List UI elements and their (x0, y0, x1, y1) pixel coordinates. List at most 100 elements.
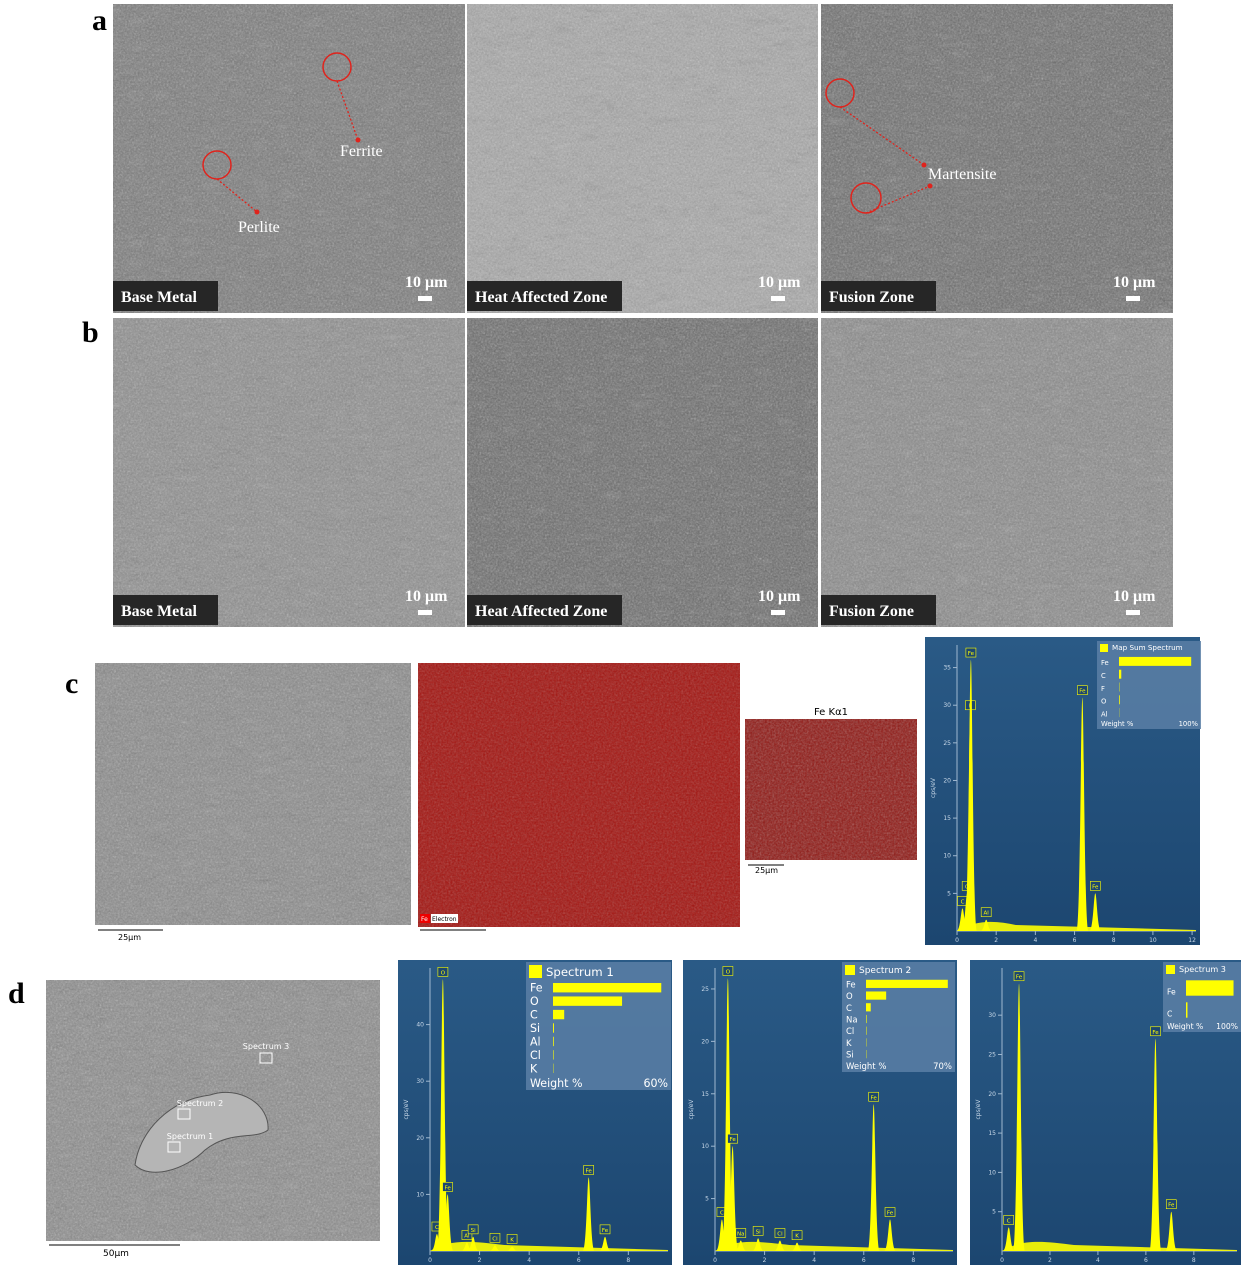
texture (95, 663, 411, 925)
weight-bar (866, 991, 886, 999)
scale-label: 10 μm (405, 588, 448, 605)
element-label: Cl (530, 1049, 541, 1062)
scale-bar (1126, 296, 1140, 301)
peak-label: K (510, 1237, 514, 1243)
element-label: C (846, 1004, 852, 1014)
y-tick-label: 40 (416, 1022, 424, 1029)
peak-label: Fe (586, 1168, 593, 1174)
element-label: Fe (846, 980, 856, 990)
region-label: Spectrum 3 (243, 1042, 289, 1051)
peak-label: Fe (729, 1137, 736, 1143)
axis-label: cps/eV (403, 1099, 410, 1120)
legend-swatch (1100, 644, 1108, 652)
x-tick-label: 2 (763, 1257, 767, 1264)
peak-label: Fe (444, 1185, 451, 1191)
peak-label: Al (464, 1234, 470, 1240)
weight-bar (866, 1003, 871, 1011)
scale-label: 10 μm (1113, 274, 1156, 291)
element-label: Al (530, 1035, 541, 1048)
peak-label: Fe (871, 1095, 878, 1101)
legend-label: Electron (432, 916, 457, 923)
y-tick-label: 20 (416, 1135, 424, 1142)
y-tick-label: 30 (943, 702, 951, 709)
peak-label: Fe (887, 1211, 894, 1217)
weight-bar (1186, 1002, 1187, 1017)
x-tick-label: 2 (1048, 1257, 1052, 1264)
weight-bar (866, 980, 948, 988)
y-tick-label: 15 (943, 815, 951, 822)
element-label: Cl (846, 1027, 854, 1037)
caption: Base Metal (121, 289, 198, 306)
element-label: O (530, 995, 539, 1008)
texture (467, 318, 818, 627)
caption: Heat Affected Zone (475, 289, 607, 306)
weight-bar (553, 983, 661, 992)
peak-label: Fe (1152, 1030, 1159, 1036)
x-tick-label: 6 (862, 1257, 866, 1264)
region-label: Spectrum 2 (177, 1099, 223, 1108)
element-label: F (1101, 685, 1105, 693)
texture (821, 4, 1173, 313)
weight-bar (553, 1037, 554, 1046)
element-label: Fe (530, 982, 543, 995)
y-tick-label: 15 (988, 1130, 996, 1137)
element-label: C (1167, 1010, 1172, 1019)
texture (113, 318, 465, 627)
panel-label: d (8, 977, 25, 1010)
peak-label: C (720, 1211, 724, 1217)
y-tick-label: 15 (701, 1091, 709, 1098)
element-label: Na (846, 1016, 858, 1026)
y-tick-label: 10 (988, 1169, 996, 1176)
weight-label: Weight % (1101, 720, 1134, 728)
peak-label: Si (471, 1228, 476, 1234)
peak-label: Fe (968, 651, 975, 657)
texture (467, 4, 818, 313)
y-tick-label: 30 (416, 1078, 424, 1085)
y-tick-label: 5 (705, 1196, 709, 1203)
region-label: Spectrum 1 (167, 1132, 213, 1141)
peak-label: O (441, 970, 446, 976)
scale-label: 10 μm (758, 588, 801, 605)
x-tick-label: 8 (1112, 937, 1116, 944)
y-tick-label: 30 (988, 1012, 996, 1019)
x-tick-label: 0 (713, 1257, 717, 1264)
element-label: O (1101, 698, 1106, 706)
x-tick-label: 4 (1033, 937, 1037, 944)
element-label: Fe (1101, 659, 1109, 667)
y-tick-label: 10 (943, 853, 951, 860)
map-title: Fe Kα1 (814, 707, 848, 718)
x-tick-label: 8 (1192, 1257, 1196, 1264)
y-tick-label: 20 (943, 777, 951, 784)
weight-bar (553, 1010, 564, 1019)
x-tick-label: 4 (1096, 1257, 1100, 1264)
scale-bar (1126, 610, 1140, 615)
leader-dot (922, 163, 927, 168)
legend-bg (842, 962, 955, 1072)
peak-label: K (795, 1234, 799, 1240)
caption: Fusion Zone (829, 289, 914, 306)
axis-label: cps/eV (930, 777, 937, 798)
panel-label: c (65, 667, 78, 700)
x-tick-label: 12 (1188, 937, 1196, 944)
scale-label: 10 μm (758, 274, 801, 291)
x-tick-label: 8 (626, 1257, 630, 1264)
weight-bar (1186, 980, 1234, 995)
annotation: Martensite (928, 166, 996, 183)
peak-label: C (1007, 1218, 1011, 1224)
element-label: Fe (1167, 988, 1176, 997)
weight-bar (1119, 657, 1191, 666)
x-tick-label: 2 (994, 937, 998, 944)
axis-label: cps/eV (975, 1099, 982, 1120)
legend-title: Spectrum 2 (859, 966, 911, 976)
x-tick-label: 10 (1149, 937, 1157, 944)
figure: abcdBase Metal10 μmHeat Affected Zone10 … (0, 0, 1241, 1265)
weight-label: Weight % (530, 1077, 583, 1090)
element-label: Si (530, 1022, 540, 1035)
peak-label: C (435, 1225, 439, 1231)
y-tick-label: 5 (992, 1209, 996, 1216)
y-tick-label: 25 (943, 740, 951, 747)
element-label: K (530, 1062, 538, 1075)
peak-label: O (726, 969, 731, 975)
caption: Heat Affected Zone (475, 603, 607, 620)
weight-bar (553, 996, 622, 1005)
